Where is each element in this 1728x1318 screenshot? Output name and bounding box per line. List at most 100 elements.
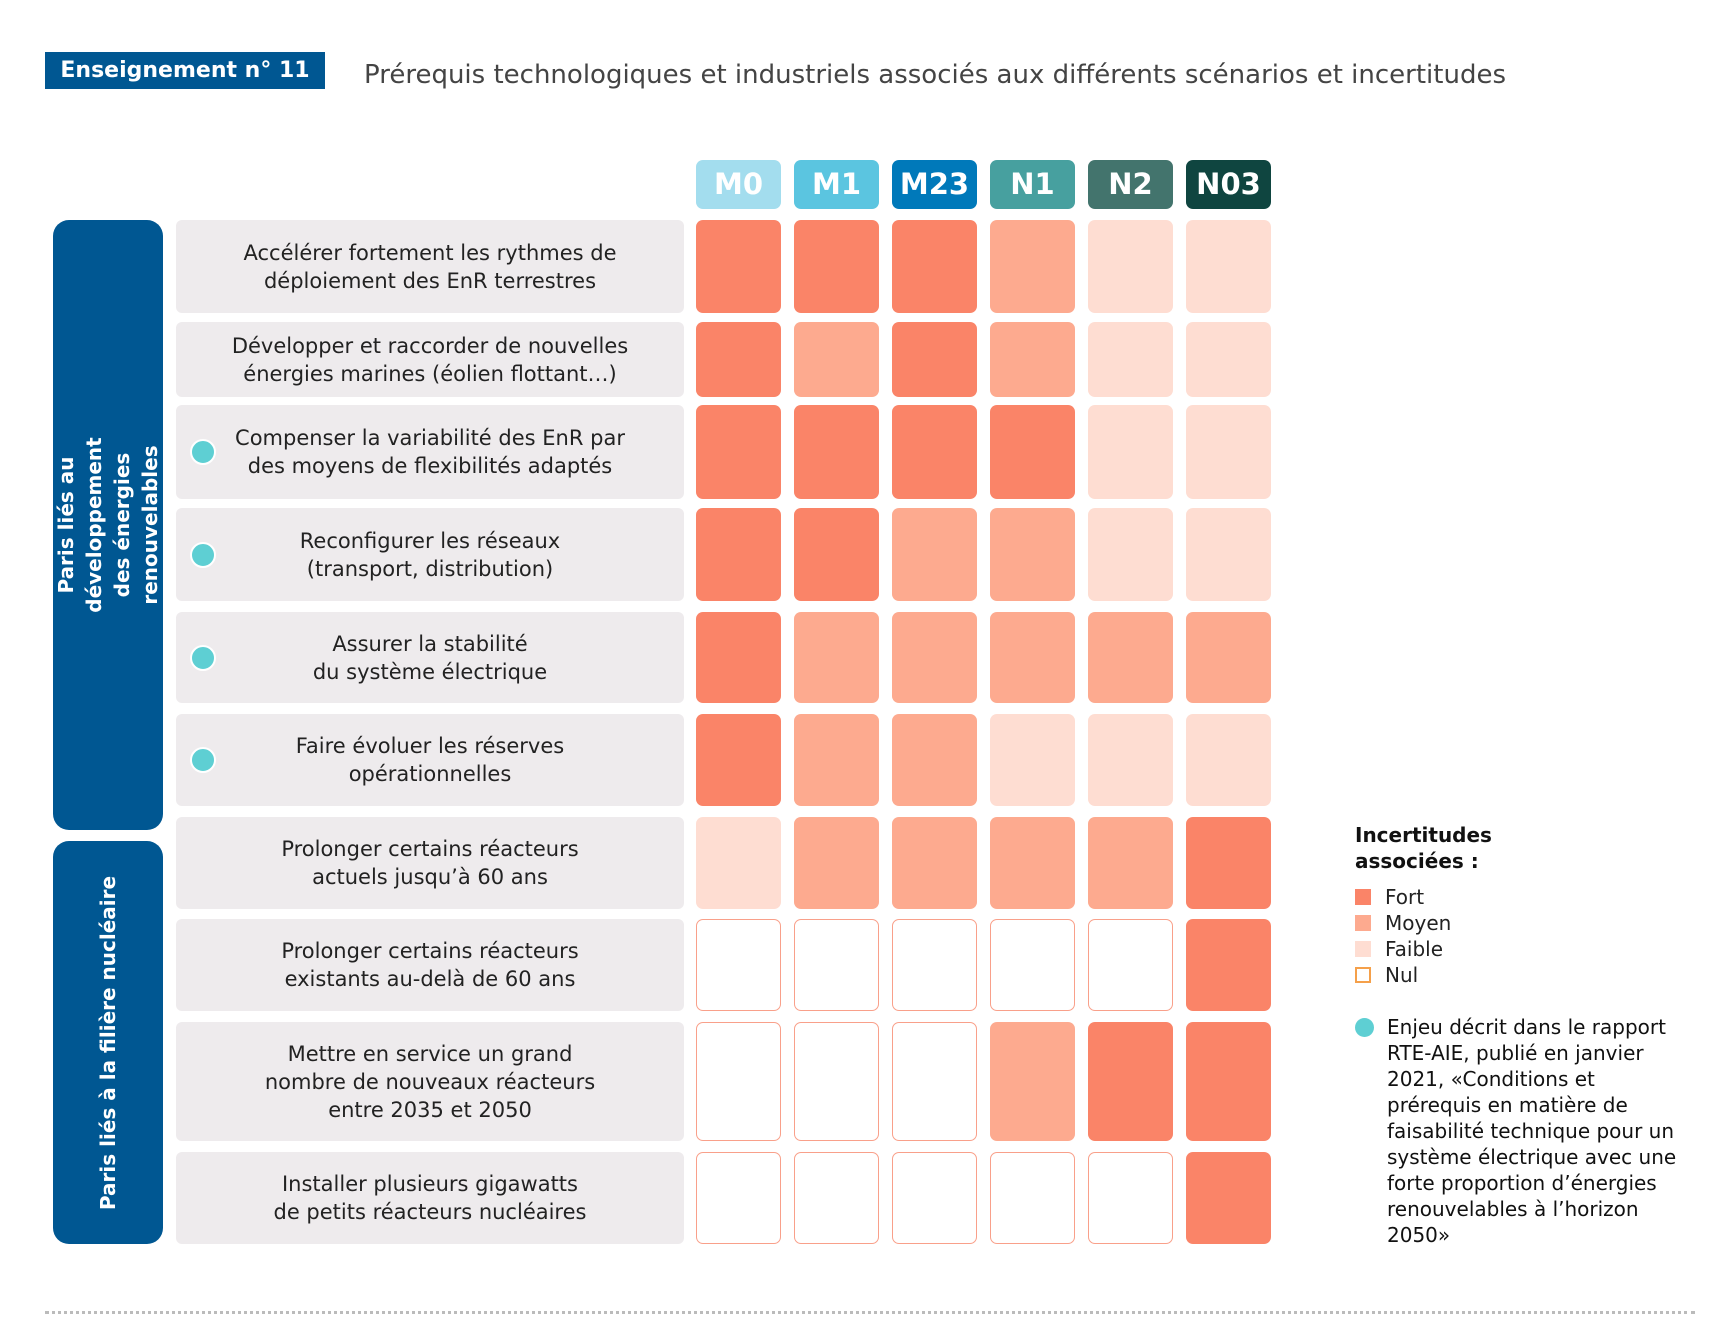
legend-label: Moyen xyxy=(1385,911,1452,935)
cell-fort xyxy=(1186,1022,1271,1141)
cell-moyen xyxy=(990,612,1075,703)
cell-fort xyxy=(794,508,879,601)
cell-fort xyxy=(794,220,879,313)
cell-moyen xyxy=(794,612,879,703)
cell-nul xyxy=(990,1152,1075,1244)
group-nuclear: Paris liés à la filière nucléaire xyxy=(53,841,163,1244)
cell-faible xyxy=(990,714,1075,806)
cell-faible xyxy=(1088,508,1173,601)
cell-nul xyxy=(990,919,1075,1011)
legend-item-faible: Faible xyxy=(1355,936,1685,962)
row-label: Prolonger certains réacteurs actuels jus… xyxy=(176,817,684,909)
cell-faible xyxy=(1186,508,1271,601)
legend-label: Faible xyxy=(1385,937,1444,961)
row-label-text: Développer et raccorder de nouvelles éne… xyxy=(231,333,629,386)
cell-fort xyxy=(696,714,781,806)
cell-moyen xyxy=(990,322,1075,397)
row-label-text: Installer plusieurs gigawatts de petits … xyxy=(273,1172,587,1224)
cell-faible xyxy=(1088,322,1173,397)
cell-moyen xyxy=(892,612,977,703)
report-dot-icon xyxy=(190,747,216,773)
row-label: Installer plusieurs gigawatts de petits … xyxy=(176,1152,684,1244)
cell-moyen xyxy=(1186,612,1271,703)
row-label: Compenser la variabilité des EnR par des… xyxy=(176,405,684,499)
cell-fort xyxy=(892,220,977,313)
row-label-text: Faire évoluer les réserves opérationnell… xyxy=(295,734,565,786)
cell-moyen xyxy=(990,817,1075,909)
group-nuclear-label: Paris liés à la filière nucléaire xyxy=(96,875,120,1210)
row-label-text: Assurer la stabilité du système électriq… xyxy=(312,631,548,684)
cell-nul xyxy=(696,1152,781,1244)
row-label: Assurer la stabilité du système électriq… xyxy=(176,612,684,703)
scenario-header-m23: M23 xyxy=(892,160,977,209)
cell-nul xyxy=(794,1152,879,1244)
cell-fort xyxy=(794,405,879,499)
legend-swatch xyxy=(1355,889,1371,905)
cell-fort xyxy=(1186,919,1271,1011)
cell-moyen xyxy=(990,508,1075,601)
cell-faible xyxy=(1088,405,1173,499)
cell-moyen xyxy=(1088,612,1173,703)
scenario-header-n03: N03 xyxy=(1186,160,1271,209)
cell-moyen xyxy=(990,220,1075,313)
lesson-badge: Enseignement n° 11 xyxy=(45,52,325,89)
row-label-text: Accélérer fortement les rythmes de déplo… xyxy=(243,240,617,293)
report-dot-icon xyxy=(190,644,216,671)
cell-moyen xyxy=(794,817,879,909)
cell-nul xyxy=(892,1152,977,1244)
row-label-text: Compenser la variabilité des EnR par des… xyxy=(235,426,625,478)
cell-fort xyxy=(696,405,781,499)
legend-swatch xyxy=(1355,915,1371,931)
cell-nul xyxy=(794,919,879,1011)
cell-nul xyxy=(794,1022,879,1141)
cell-nul xyxy=(892,1022,977,1141)
cell-moyen xyxy=(794,322,879,397)
legend-label: Fort xyxy=(1385,885,1425,909)
row-label: Faire évoluer les réserves opérationnell… xyxy=(176,714,684,806)
cell-fort xyxy=(696,612,781,703)
cell-fort xyxy=(696,322,781,397)
row-label-text: Prolonger certains réacteurs existants a… xyxy=(281,939,579,991)
legend-note: Enjeu décrit dans le rapport RTE-AIE, pu… xyxy=(1355,1014,1685,1248)
row-label: Développer et raccorder de nouvelles éne… xyxy=(176,322,684,397)
cell-moyen xyxy=(892,817,977,909)
cell-faible xyxy=(1186,405,1271,499)
cell-nul xyxy=(892,919,977,1011)
cell-moyen xyxy=(990,1022,1075,1141)
cell-nul xyxy=(1088,1152,1173,1244)
dotted-divider xyxy=(45,1311,1695,1314)
cell-fort xyxy=(696,508,781,601)
cell-faible xyxy=(1186,220,1271,313)
cell-fort xyxy=(1186,1152,1271,1244)
row-label: Mettre en service un grand nombre de nou… xyxy=(176,1022,684,1141)
cell-moyen xyxy=(1088,817,1173,909)
legend-item-moyen: Moyen xyxy=(1355,910,1685,936)
legend-item-fort: Fort xyxy=(1355,884,1685,910)
cell-faible xyxy=(696,817,781,909)
row-label-text: Mettre en service un grand nombre de nou… xyxy=(264,1041,596,1122)
legend-item-nul: Nul xyxy=(1355,962,1685,988)
cell-moyen xyxy=(892,714,977,806)
row-label-text: Reconfigurer les réseaux (transport, dis… xyxy=(299,528,561,581)
page-title: Prérequis technologiques et industriels … xyxy=(364,60,1506,90)
cell-nul xyxy=(696,919,781,1011)
cell-fort xyxy=(1088,1022,1173,1141)
cell-faible xyxy=(1186,714,1271,806)
scenario-header-n1: N1 xyxy=(990,160,1075,209)
report-dot-icon xyxy=(1355,1018,1374,1037)
cell-faible xyxy=(1088,714,1173,806)
scenario-header-m0: M0 xyxy=(696,160,781,209)
cell-moyen xyxy=(892,508,977,601)
legend-note-text: Enjeu décrit dans le rapport RTE-AIE, pu… xyxy=(1387,1015,1677,1247)
legend: Incertitudes associées : Fort Moyen Faible… xyxy=(1355,822,1685,1248)
scenario-header-m1: M1 xyxy=(794,160,879,209)
legend-swatch xyxy=(1355,967,1371,983)
cell-fort xyxy=(990,405,1075,499)
row-label: Accélérer fortement les rythmes de déplo… xyxy=(176,220,684,313)
cell-fort xyxy=(892,405,977,499)
cell-faible xyxy=(1186,322,1271,397)
legend-label: Nul xyxy=(1385,963,1419,987)
cell-nul xyxy=(1088,919,1173,1011)
cell-faible xyxy=(1088,220,1173,313)
group-renewables-label: Paris liés au développement des énergies… xyxy=(54,437,162,613)
